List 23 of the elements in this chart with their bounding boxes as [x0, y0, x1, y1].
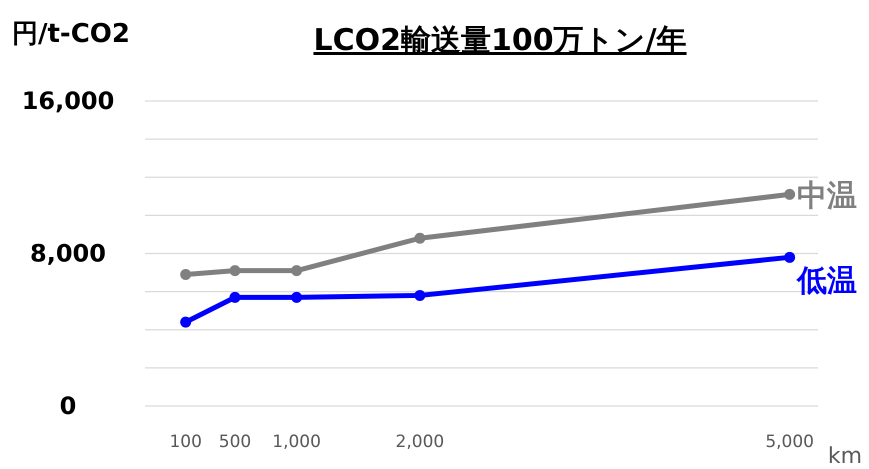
- point: [291, 292, 302, 303]
- y-tick-label: 8,000: [30, 240, 106, 268]
- series-label: 低温: [796, 263, 857, 298]
- y-tick-label: 16,000: [22, 87, 114, 115]
- x-axis-title: km: [828, 444, 862, 469]
- point: [414, 290, 426, 301]
- x-tick-label: 1,000: [272, 432, 321, 452]
- x-tick-label: 500: [218, 432, 252, 452]
- point: [180, 316, 192, 328]
- point: [784, 188, 796, 200]
- point: [784, 252, 796, 263]
- point: [229, 265, 240, 276]
- chart-title: LCO2輸送量100万トン/年: [313, 23, 687, 58]
- point: [414, 232, 426, 244]
- y-axis-title: 円/t-CO2: [12, 19, 130, 49]
- point: [229, 292, 240, 303]
- series-label: 中温: [797, 178, 857, 214]
- point: [180, 268, 192, 280]
- x-tick-label: 100: [169, 432, 202, 452]
- y-tick-label: 0: [60, 392, 76, 420]
- point: [291, 265, 302, 276]
- x-tick-label: 2,000: [396, 432, 444, 452]
- x-tick-label: 5,000: [765, 432, 814, 452]
